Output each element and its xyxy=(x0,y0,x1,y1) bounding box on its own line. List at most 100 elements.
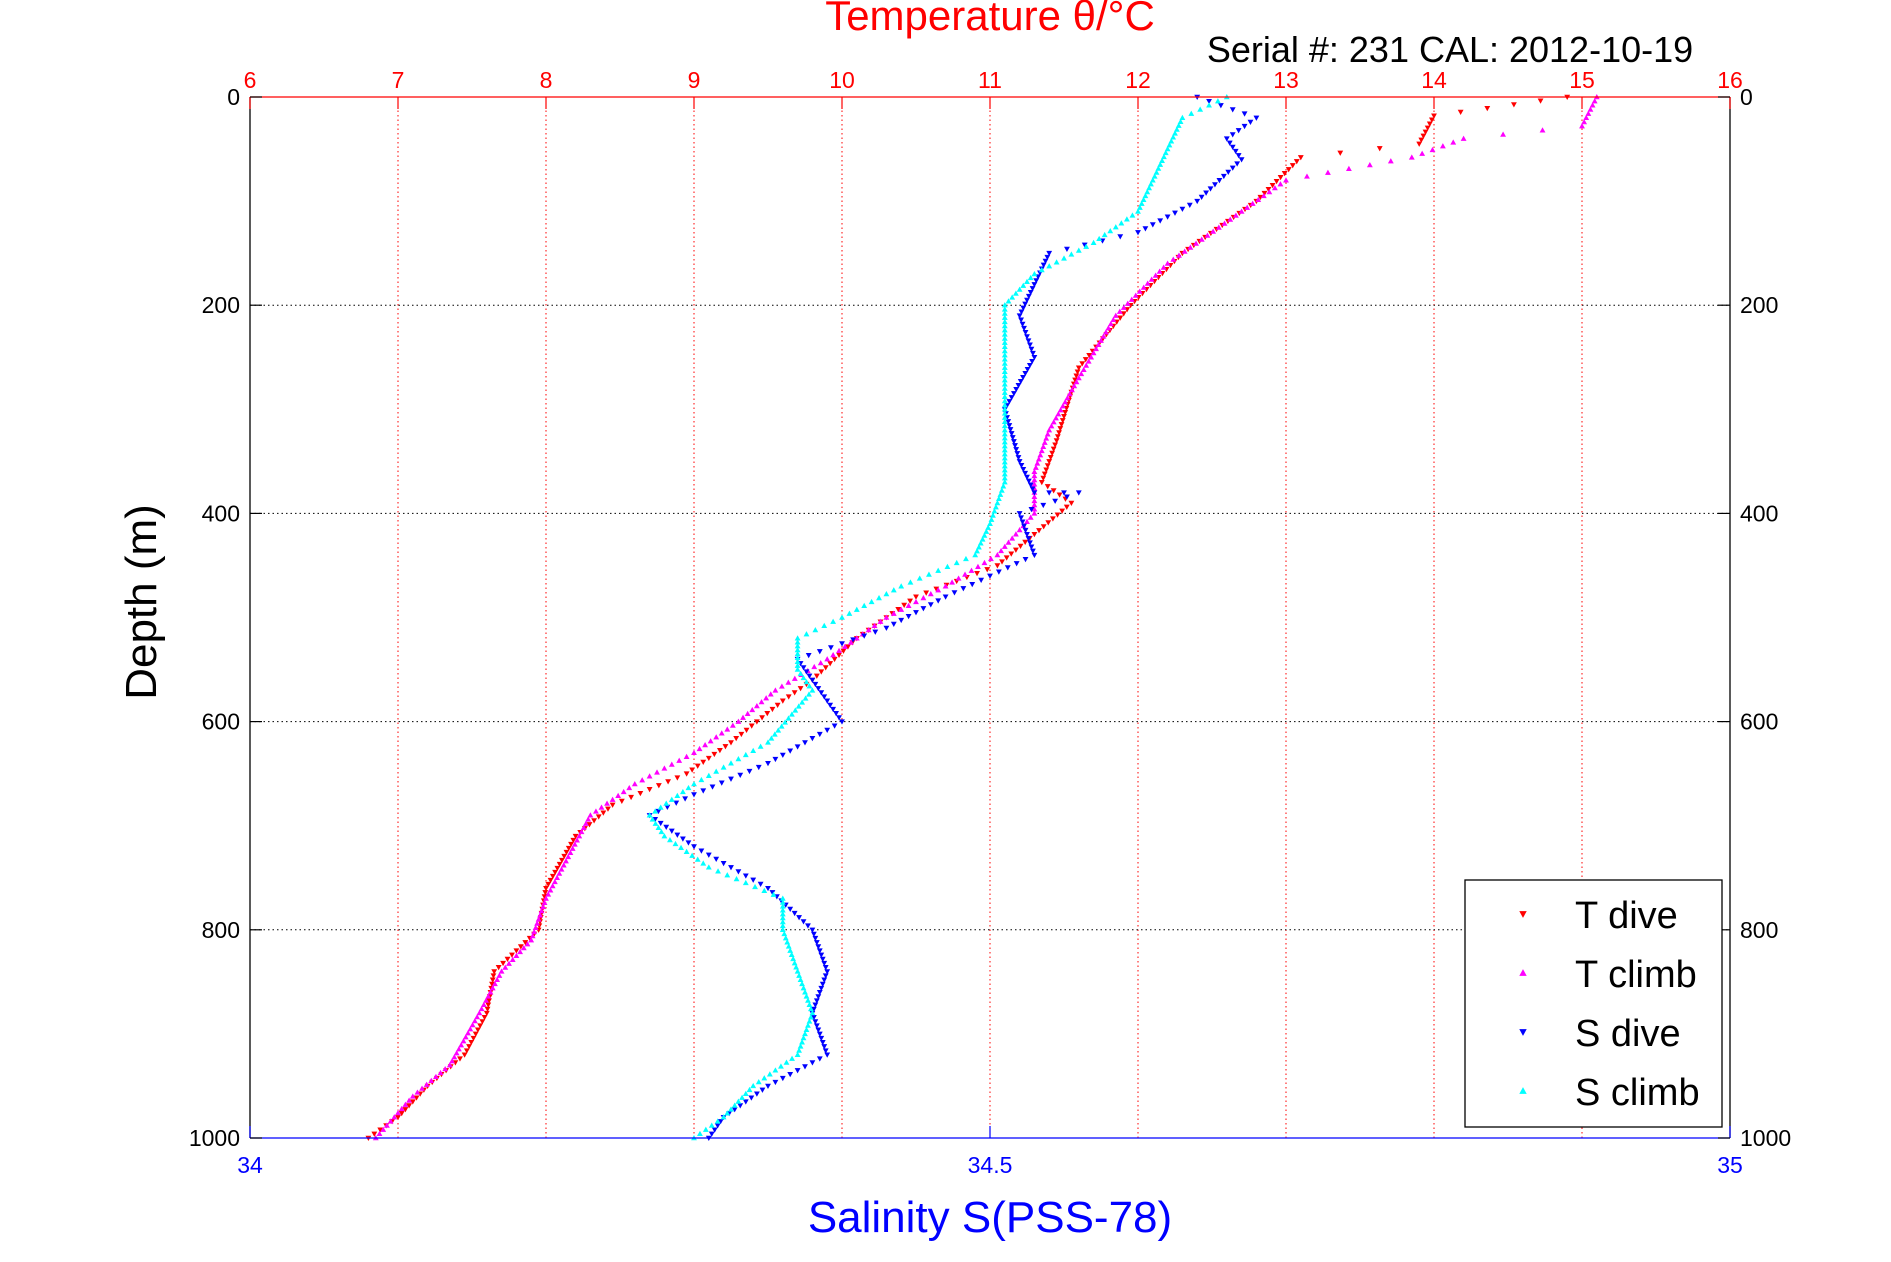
data-point xyxy=(1033,278,1040,284)
data-point xyxy=(1071,383,1078,389)
data-point xyxy=(865,626,872,633)
data-point xyxy=(646,773,653,779)
data-point xyxy=(419,1085,425,1091)
data-point xyxy=(796,915,802,921)
data-point xyxy=(472,1031,479,1037)
data-point xyxy=(861,633,868,639)
data-point xyxy=(1005,539,1012,545)
data-point xyxy=(543,895,549,901)
data-point xyxy=(812,1002,819,1008)
data-point xyxy=(537,912,543,918)
data-point xyxy=(792,707,799,713)
data-point xyxy=(658,828,665,835)
data-point xyxy=(985,524,992,530)
data-point xyxy=(1100,333,1107,339)
data-point xyxy=(728,1106,734,1112)
data-point xyxy=(665,779,672,785)
series-s-dive xyxy=(646,94,1260,1142)
data-point xyxy=(1020,305,1027,311)
data-point xyxy=(1198,194,1205,200)
data-point xyxy=(907,598,913,604)
tick-label-temperature: 14 xyxy=(1421,67,1447,93)
data-point xyxy=(1052,442,1059,448)
legend-label: S climb xyxy=(1575,1072,1700,1114)
data-point xyxy=(1160,153,1167,160)
tick-label-salinity: 34.5 xyxy=(968,1152,1013,1178)
data-point xyxy=(806,691,812,697)
data-point xyxy=(1416,141,1423,147)
data-point xyxy=(821,977,828,983)
tick-label-temperature: 13 xyxy=(1273,67,1299,93)
legend-item: S dive xyxy=(1519,1013,1681,1055)
data-point xyxy=(711,751,718,758)
data-point xyxy=(538,908,545,914)
data-point xyxy=(1283,177,1289,183)
data-point xyxy=(1142,192,1149,199)
data-point xyxy=(655,783,662,789)
data-point xyxy=(750,877,757,883)
data-point xyxy=(1028,507,1035,513)
data-point xyxy=(1229,132,1236,138)
data-point xyxy=(1112,224,1119,230)
data-point xyxy=(578,828,585,835)
data-point xyxy=(722,744,729,750)
data-point xyxy=(1040,262,1047,268)
data-point xyxy=(901,602,908,609)
data-point xyxy=(1232,148,1239,155)
data-point xyxy=(661,765,668,771)
data-point xyxy=(1124,300,1131,306)
data-point xyxy=(1325,169,1331,175)
data-point xyxy=(816,948,823,954)
data-point xyxy=(649,816,656,822)
data-point xyxy=(1587,106,1594,112)
data-point xyxy=(657,804,664,810)
data-point xyxy=(1054,512,1061,518)
data-point xyxy=(1063,504,1070,510)
data-point xyxy=(765,885,771,892)
data-point xyxy=(711,1127,718,1133)
data-point xyxy=(485,1002,492,1008)
data-point xyxy=(702,1126,709,1132)
data-point xyxy=(763,695,770,701)
data-point xyxy=(1027,514,1034,520)
data-point xyxy=(1135,230,1141,236)
data-point xyxy=(926,571,932,577)
data-point xyxy=(1035,456,1042,462)
data-point xyxy=(969,581,976,588)
legend-item: T climb xyxy=(1519,954,1697,996)
data-point xyxy=(791,960,798,966)
data-point xyxy=(1001,479,1008,485)
data-point xyxy=(728,776,734,782)
data-point xyxy=(728,865,734,871)
data-point xyxy=(406,1097,413,1103)
data-point xyxy=(698,776,705,783)
data-point xyxy=(818,952,825,958)
data-point xyxy=(492,980,498,987)
data-point xyxy=(1003,555,1010,561)
data-point xyxy=(1041,439,1048,445)
data-point xyxy=(1024,532,1030,538)
data-point xyxy=(872,629,879,635)
data-point xyxy=(1418,137,1425,143)
data-point xyxy=(1073,373,1080,379)
data-point xyxy=(654,769,660,775)
data-point xyxy=(920,606,927,612)
data-point xyxy=(1149,177,1156,183)
data-point xyxy=(1101,231,1108,238)
data-point xyxy=(674,775,681,781)
data-point xyxy=(764,711,771,717)
data-point xyxy=(757,743,764,749)
data-point xyxy=(735,1098,742,1104)
data-point xyxy=(983,528,990,534)
data-point xyxy=(484,1006,491,1012)
data-point xyxy=(1235,128,1242,134)
tick-label-salinity: 34 xyxy=(237,1152,263,1178)
data-point xyxy=(585,816,592,822)
data-point xyxy=(705,755,712,762)
data-point xyxy=(746,768,753,775)
data-point xyxy=(799,980,805,987)
data-point xyxy=(812,1019,819,1025)
data-point xyxy=(1179,206,1186,212)
data-point xyxy=(480,1001,487,1007)
data-point xyxy=(994,563,1001,569)
